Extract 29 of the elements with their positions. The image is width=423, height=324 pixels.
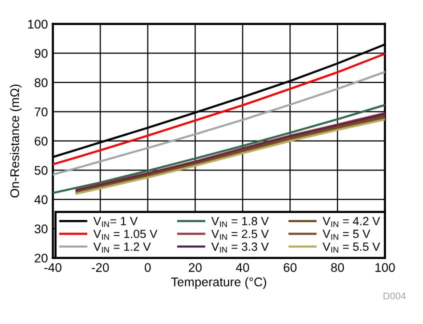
legend-label: V$_{IN}$ = 2.5 V [211,230,269,240]
x-tick-label: 60 [284,263,297,272]
text: D004 [384,292,406,300]
legend-label: V$_{IN}$ = 1.05 V [93,230,158,240]
legend-label: V$_{IN}$ = 3.3 V [211,242,269,253]
legend-label: V$_{IN}$= 1 V [93,217,138,228]
y-tick-label: 60 [34,136,48,146]
y-tick-label: 40 [34,195,48,204]
x-tick-label: -20 [92,263,109,272]
y-tick-label: 20 [34,254,48,263]
y-tick-label: 90 [34,49,48,58]
y-tick-label: 70 [34,108,48,116]
legend-label: V$_{IN}$ = 1.2 V [93,242,151,253]
x-tick-label: 0 [144,263,151,272]
x-axis-title: Temperature (°C) [171,277,266,289]
x-tick-label: 40 [236,263,250,272]
y-tick-label: 80 [34,78,48,88]
legend-label: V$_{IN}$ = 5.5 V [322,242,380,253]
x-tick-label: -40 [44,263,62,272]
legend-label: V$_{IN}$ = 1.8 V [211,216,269,228]
x-tick-label: 100 [375,263,395,272]
y-tick-label: 100 [28,20,48,29]
x-tick-label: 20 [188,263,202,272]
y-tick-label: 50 [34,166,48,175]
legend-label: V$_{IN}$ = 4.2 V [322,216,380,228]
y-axis-title: On-Resistance (mΩ) [10,84,22,198]
y-tick-label: 30 [34,224,48,234]
legend-label: V$_{IN}$ = 5 V [322,230,370,240]
x-tick-label: 80 [331,263,344,272]
